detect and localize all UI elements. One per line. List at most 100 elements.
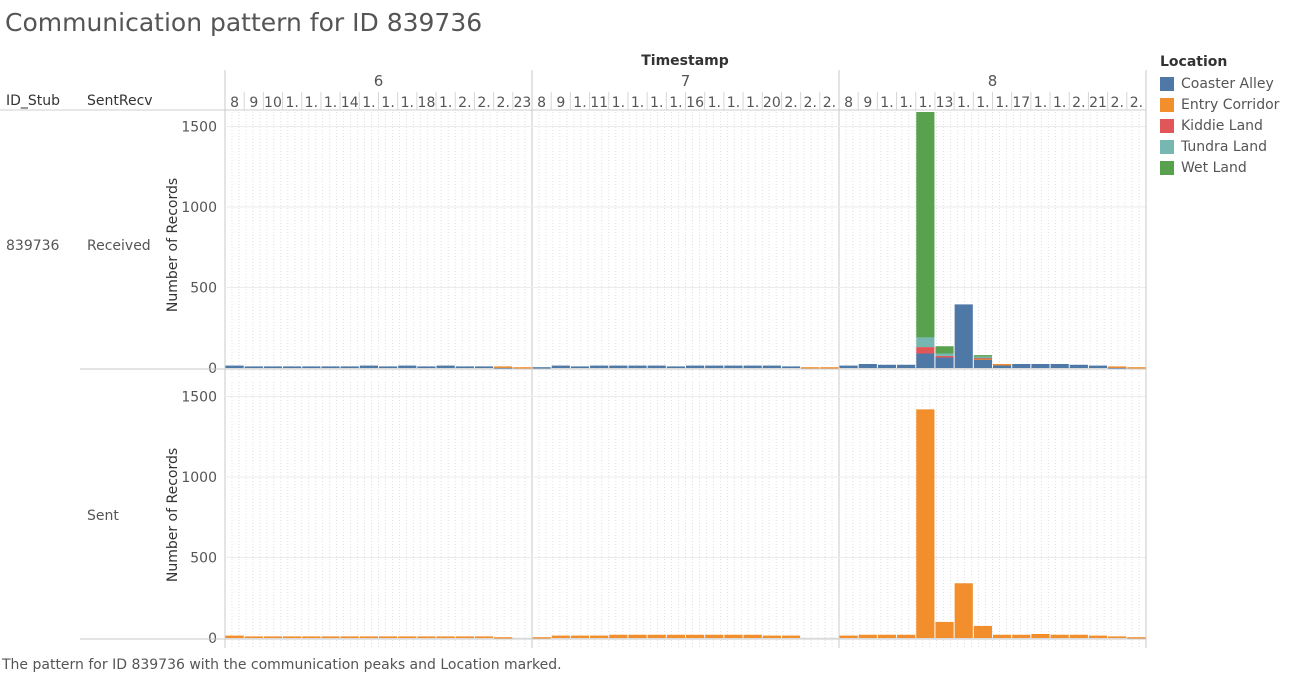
bar-entry-corridor [705,634,724,638]
x-tick-label: 11 [590,95,608,111]
bar-entry-corridor [954,583,973,638]
legend-item[interactable]: Entry Corridor [1160,94,1279,115]
legend-swatch [1160,139,1174,154]
x-tick-label: 8 [230,95,239,111]
bar-entry-corridor [263,636,283,638]
bar-coaster-alley [340,366,359,368]
bar-entry-corridor [801,367,820,369]
legend-title: Location [1160,54,1228,70]
bar-coaster-alley [858,363,877,368]
x-tick-label: 10 [264,95,282,111]
x-tick-label: 8 [537,95,546,111]
bar-entry-corridor [973,625,992,638]
x-tick-label: 13 [936,95,954,111]
bar-entry-corridor [455,636,474,638]
bar-entry-corridor [436,636,455,638]
bar-entry-corridor [417,636,436,638]
bar-entry-corridor [532,637,551,639]
x-tick-label: 1. [305,95,318,111]
bar-coaster-alley [935,357,954,368]
bar-entry-corridor [321,636,340,638]
bar-tundra-land [973,356,992,359]
bar-kiddie-land [935,355,954,358]
bar-coaster-alley [436,365,455,368]
legend-swatch [1160,118,1174,133]
bar-coaster-alley [954,304,973,368]
x-tick-label: 1. [976,95,989,111]
bar-wet-land [935,346,954,354]
bar-coaster-alley [839,365,858,368]
x-tick-label: 2. [477,95,490,111]
bar-entry-corridor [379,636,398,638]
bar-coaster-alley [263,366,283,368]
bar-coaster-alley [973,359,992,368]
x-tick-label: 1. [1034,95,1047,111]
legend-item[interactable]: Tundra Land [1160,136,1279,157]
row-header-id-stub: ID_Stub [6,93,60,109]
bar-entry-corridor [225,635,244,638]
bar-entry-corridor [897,634,916,638]
bar-entry-corridor [398,636,417,638]
chart-title: Communication pattern for ID 839736 [5,8,483,37]
legend-item[interactable]: Wet Land [1160,157,1279,178]
y-axis-label: Number of Records [165,178,181,312]
x-tick-label: 9 [249,95,258,111]
bar-entry-corridor [877,634,897,638]
legend-swatch [1160,97,1174,112]
bar-coaster-alley [321,366,340,368]
legend-item[interactable]: Coaster Alley [1160,73,1279,94]
x-tick-label: 1. [957,95,970,111]
bar-coaster-alley [244,366,263,368]
x-tick-label: 1. [381,95,394,111]
bar-coaster-alley [494,367,513,369]
bar-coaster-alley [1069,364,1088,368]
bar-entry-corridor [474,636,494,638]
bar-entry-corridor [935,621,954,638]
bar-wet-land [973,355,992,357]
bar-coaster-alley [781,366,801,368]
x-tick-label: 21 [1089,95,1107,111]
bar-entry-corridor [839,635,858,638]
bar-entry-corridor [609,634,628,638]
y-axis-label: Number of Records [165,448,181,582]
bar-entry-corridor [781,635,801,638]
x-tick-label: 2. [1130,95,1143,111]
legend: Location Coaster Alley Entry Corridor Kidd… [1160,54,1279,178]
bar-entry-corridor [359,636,378,638]
x-tick-label: 20 [763,95,781,111]
x-tick-label: 16 [686,95,704,111]
bar-entry-corridor [666,634,685,638]
bar-coaster-alley [686,365,705,368]
y-tick-label: 1500 [181,120,217,136]
x-tick-label: 1. [1053,95,1066,111]
bar-entry-corridor [993,634,1012,638]
x-tick-label: 1. [362,95,375,111]
bar-entry-corridor [340,636,359,638]
bar-entry-corridor [1108,636,1127,638]
bar-coaster-alley [283,366,302,368]
x-tick-label: 1. [880,95,893,111]
bar-entry-corridor [513,367,532,369]
bar-entry-corridor [647,634,666,638]
y-tick-label: 1500 [181,390,217,406]
bar-coaster-alley [897,364,916,368]
x-tick-label: 9 [863,95,872,111]
x-tick-label: 1. [324,95,337,111]
bar-coaster-alley [877,364,897,368]
x-tick-label: 2. [1111,95,1124,111]
x-tick-label: 8 [844,95,853,111]
panel-label: Received [87,238,151,254]
x-tick-label: 14 [341,95,359,111]
legend-item[interactable]: Kiddie Land [1160,115,1279,136]
day-label: 8 [988,72,998,90]
y-tick-label: 1000 [181,200,217,216]
legend-swatch [1160,160,1174,175]
x-tick-label: 1. [285,95,298,111]
x-tick-label: 17 [1012,95,1030,111]
bar-coaster-alley [532,367,551,369]
bar-tundra-land [916,337,935,348]
bar-entry-corridor [724,634,743,638]
x-tick-label: 2. [804,95,817,111]
bar-coaster-alley [705,365,724,368]
